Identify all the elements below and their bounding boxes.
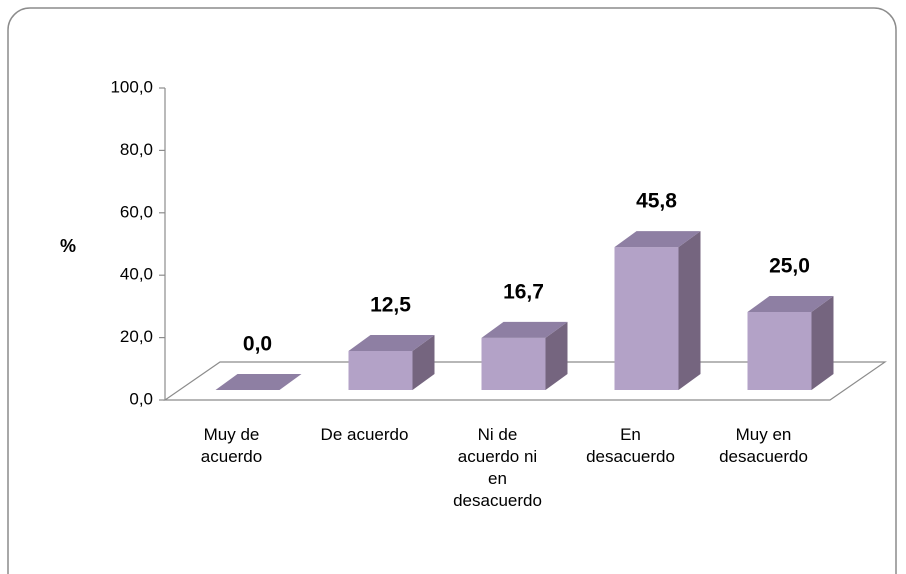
bar-side	[678, 231, 701, 390]
bar-front	[614, 247, 679, 390]
bar-front	[348, 351, 413, 390]
bar-top	[481, 321, 568, 338]
x-tick-label: Muy de acuerdo	[200, 425, 263, 466]
chart-border	[7, 7, 897, 574]
bar-top	[614, 231, 701, 248]
x-tick-label: Ni de acuerdo ni en desacuerdo	[453, 425, 542, 510]
y-tick-label: 0,0	[129, 389, 153, 408]
value-label: 0,0	[243, 333, 272, 356]
value-label: 25,0	[769, 255, 810, 278]
x-tick-label: De acuerdo	[320, 425, 409, 444]
x-tick-label: En desacuerdo	[586, 425, 675, 466]
bar-top	[747, 296, 834, 312]
y-tick-label: 40,0	[120, 265, 153, 284]
bar-top	[215, 374, 302, 390]
y-tick-label: 60,0	[120, 202, 153, 221]
bar-side	[811, 296, 834, 390]
bar-side	[412, 335, 435, 390]
y-axis-label: %	[60, 236, 76, 256]
value-label: 16,7	[503, 280, 544, 303]
y-tick-label: 100,0	[110, 77, 153, 96]
x-tick-label: Muy en desacuerdo	[719, 425, 808, 466]
value-label: 12,5	[370, 294, 411, 317]
y-tick-label: 80,0	[120, 140, 153, 159]
bar-front	[481, 337, 546, 390]
bar-front	[747, 312, 812, 390]
bar-top	[348, 335, 435, 351]
value-label: 45,8	[636, 190, 677, 213]
y-tick-label: 20,0	[120, 327, 153, 346]
bar-side	[545, 321, 568, 390]
